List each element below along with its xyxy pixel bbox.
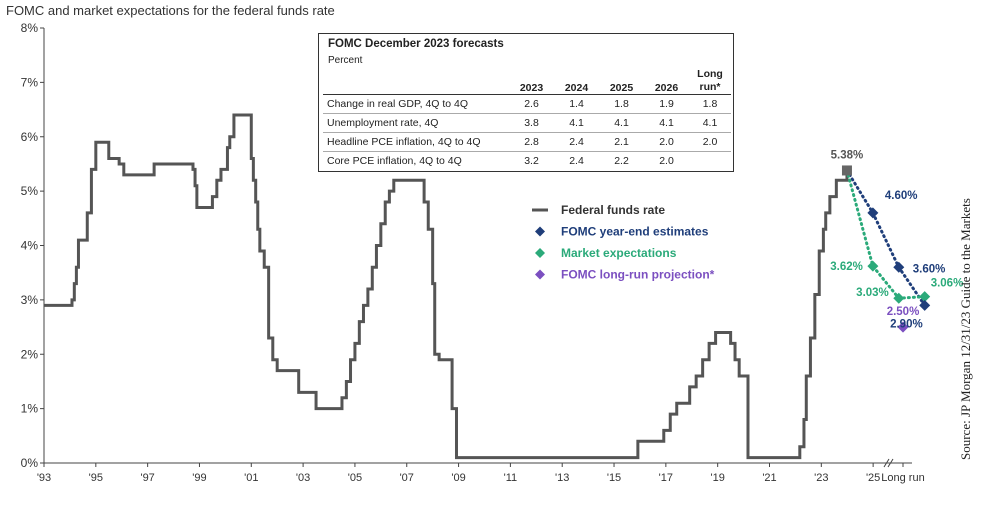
table-cell: 2.0 bbox=[644, 132, 689, 152]
col-header: Long run* bbox=[697, 68, 723, 93]
y-tick-label: 5% bbox=[21, 184, 39, 198]
market-data-label: 3.06% bbox=[931, 278, 964, 290]
table-cell: 2.2 bbox=[614, 155, 629, 167]
table-cell: 2.4 bbox=[554, 132, 599, 152]
x-tick-label: '13 bbox=[555, 472, 569, 484]
fomc-projection-path bbox=[845, 168, 927, 307]
table-title: FOMC December 2023 forecasts bbox=[328, 38, 504, 50]
y-tick-label: 6% bbox=[21, 130, 39, 144]
y-tick-label: 0% bbox=[21, 456, 39, 470]
fomc-data-label: 3.60% bbox=[913, 263, 946, 275]
x-tick-label: '07 bbox=[400, 472, 414, 484]
legend-label: FOMC year-end estimates bbox=[561, 225, 709, 239]
x-tick-label: '97 bbox=[140, 472, 154, 484]
x-tick-label: '25 bbox=[866, 472, 880, 484]
table-row: Core PCE inflation, 4Q to 4Q 3.2 2.4 2.2… bbox=[323, 152, 731, 171]
fomc-forecast-table: FOMC December 2023 forecasts Percent 202… bbox=[318, 33, 734, 172]
table-cell: 4.1 bbox=[599, 113, 644, 133]
source-note: Source: JP Morgan 12/31/23 Guide to the … bbox=[958, 198, 973, 460]
row-label: Unemployment rate, 4Q bbox=[323, 113, 509, 133]
fomc-estimate-marker bbox=[919, 299, 931, 311]
table-row: Change in real GDP, 4Q to 4Q 2.6 1.4 1.8… bbox=[323, 94, 731, 114]
y-tick-label: 2% bbox=[21, 347, 39, 361]
table-cell: 2.0 bbox=[659, 155, 674, 167]
y-tick-label: 7% bbox=[21, 75, 39, 89]
table-cell: 4.1 bbox=[644, 113, 689, 133]
fomc-data-label: 2.90% bbox=[890, 318, 923, 330]
table-cell: 2.6 bbox=[509, 94, 554, 114]
x-tick-label: '05 bbox=[348, 472, 362, 484]
col-header: 2026 bbox=[654, 82, 679, 94]
market-expectation-marker bbox=[919, 291, 931, 303]
row-label: Headline PCE inflation, 4Q to 4Q bbox=[323, 132, 509, 152]
y-tick-label: 3% bbox=[21, 293, 39, 307]
axis-break-mark bbox=[883, 458, 890, 468]
table-cell: 3.8 bbox=[509, 113, 554, 133]
table-cell bbox=[689, 152, 731, 171]
table-row: Headline PCE inflation, 4Q to 4Q 2.8 2.4… bbox=[323, 132, 731, 152]
x-tick-label: Long run bbox=[881, 472, 924, 484]
row-label: Core PCE inflation, 4Q to 4Q bbox=[327, 155, 462, 167]
x-tick-label: '21 bbox=[762, 472, 776, 484]
x-tick-label: '99 bbox=[192, 472, 206, 484]
row-label: Change in real GDP, 4Q to 4Q bbox=[323, 94, 509, 114]
market-expectation-marker bbox=[893, 292, 905, 304]
table-cell: 2.8 bbox=[509, 132, 554, 152]
table-cell: 2.1 bbox=[599, 132, 644, 152]
market-expectation-marker bbox=[867, 260, 879, 272]
x-tick-label: '19 bbox=[710, 472, 724, 484]
table-cell: 1.9 bbox=[644, 94, 689, 114]
table-header-row: 2023 2024 2025 2026 Long run* bbox=[323, 68, 731, 95]
y-tick-label: 1% bbox=[21, 402, 39, 416]
legend-label: Federal funds rate bbox=[561, 203, 665, 217]
x-tick-label: '15 bbox=[607, 472, 621, 484]
legend-diamond-swatch bbox=[535, 248, 545, 258]
y-tick-label: 8% bbox=[21, 21, 39, 35]
long-run-data-label: 2.50% bbox=[887, 306, 920, 318]
fomc-data-label: 5.38% bbox=[831, 149, 864, 161]
table-subtitle: Percent bbox=[328, 55, 363, 66]
market-data-label: 3.03% bbox=[856, 287, 889, 299]
x-tick-label: '17 bbox=[659, 472, 673, 484]
fomc-estimate-marker bbox=[893, 261, 905, 273]
x-tick-label: '23 bbox=[814, 472, 828, 484]
chart-title: FOMC and market expectations for the fed… bbox=[6, 3, 335, 18]
table-cell: 1.4 bbox=[554, 94, 599, 114]
table-row: Unemployment rate, 4Q 3.8 4.1 4.1 4.1 4.… bbox=[323, 113, 731, 133]
x-tick-label: '09 bbox=[451, 472, 465, 484]
legend-label: FOMC long-run projection* bbox=[561, 268, 715, 282]
market-expectations-path bbox=[845, 168, 927, 300]
col-header: 2024 bbox=[564, 82, 589, 94]
table-cell: 2.4 bbox=[569, 155, 584, 167]
table-cell: 3.2 bbox=[524, 155, 539, 167]
col-header: 2023 bbox=[519, 82, 544, 94]
y-tick-label: 4% bbox=[21, 239, 39, 253]
table-cell: 1.8 bbox=[599, 94, 644, 114]
legend-diamond-swatch bbox=[535, 226, 545, 237]
table-cell: 2.0 bbox=[689, 132, 731, 152]
table-cell: 4.1 bbox=[554, 113, 599, 133]
x-tick-label: '01 bbox=[244, 472, 258, 484]
fed-funds-rate-line bbox=[44, 113, 849, 460]
x-tick-label: '95 bbox=[89, 472, 103, 484]
forecast-grid: 2023 2024 2025 2026 Long run* Change in … bbox=[323, 68, 731, 170]
axis-break-mark bbox=[887, 458, 894, 468]
table-cell: 4.1 bbox=[689, 113, 731, 133]
market-data-label: 3.62% bbox=[830, 261, 863, 273]
x-tick-label: '93 bbox=[37, 472, 51, 484]
x-tick-label: '11 bbox=[504, 472, 518, 484]
fomc-data-label: 4.60% bbox=[885, 190, 918, 202]
legend-diamond-swatch bbox=[535, 269, 545, 280]
current-rate-marker bbox=[841, 165, 852, 176]
long-run-marker bbox=[897, 321, 909, 333]
legend-label: Market expectations bbox=[561, 246, 677, 260]
col-header: 2025 bbox=[609, 82, 634, 94]
table-cell: 1.8 bbox=[689, 94, 731, 114]
x-tick-label: '03 bbox=[296, 472, 310, 484]
fomc-estimate-marker bbox=[867, 207, 879, 219]
